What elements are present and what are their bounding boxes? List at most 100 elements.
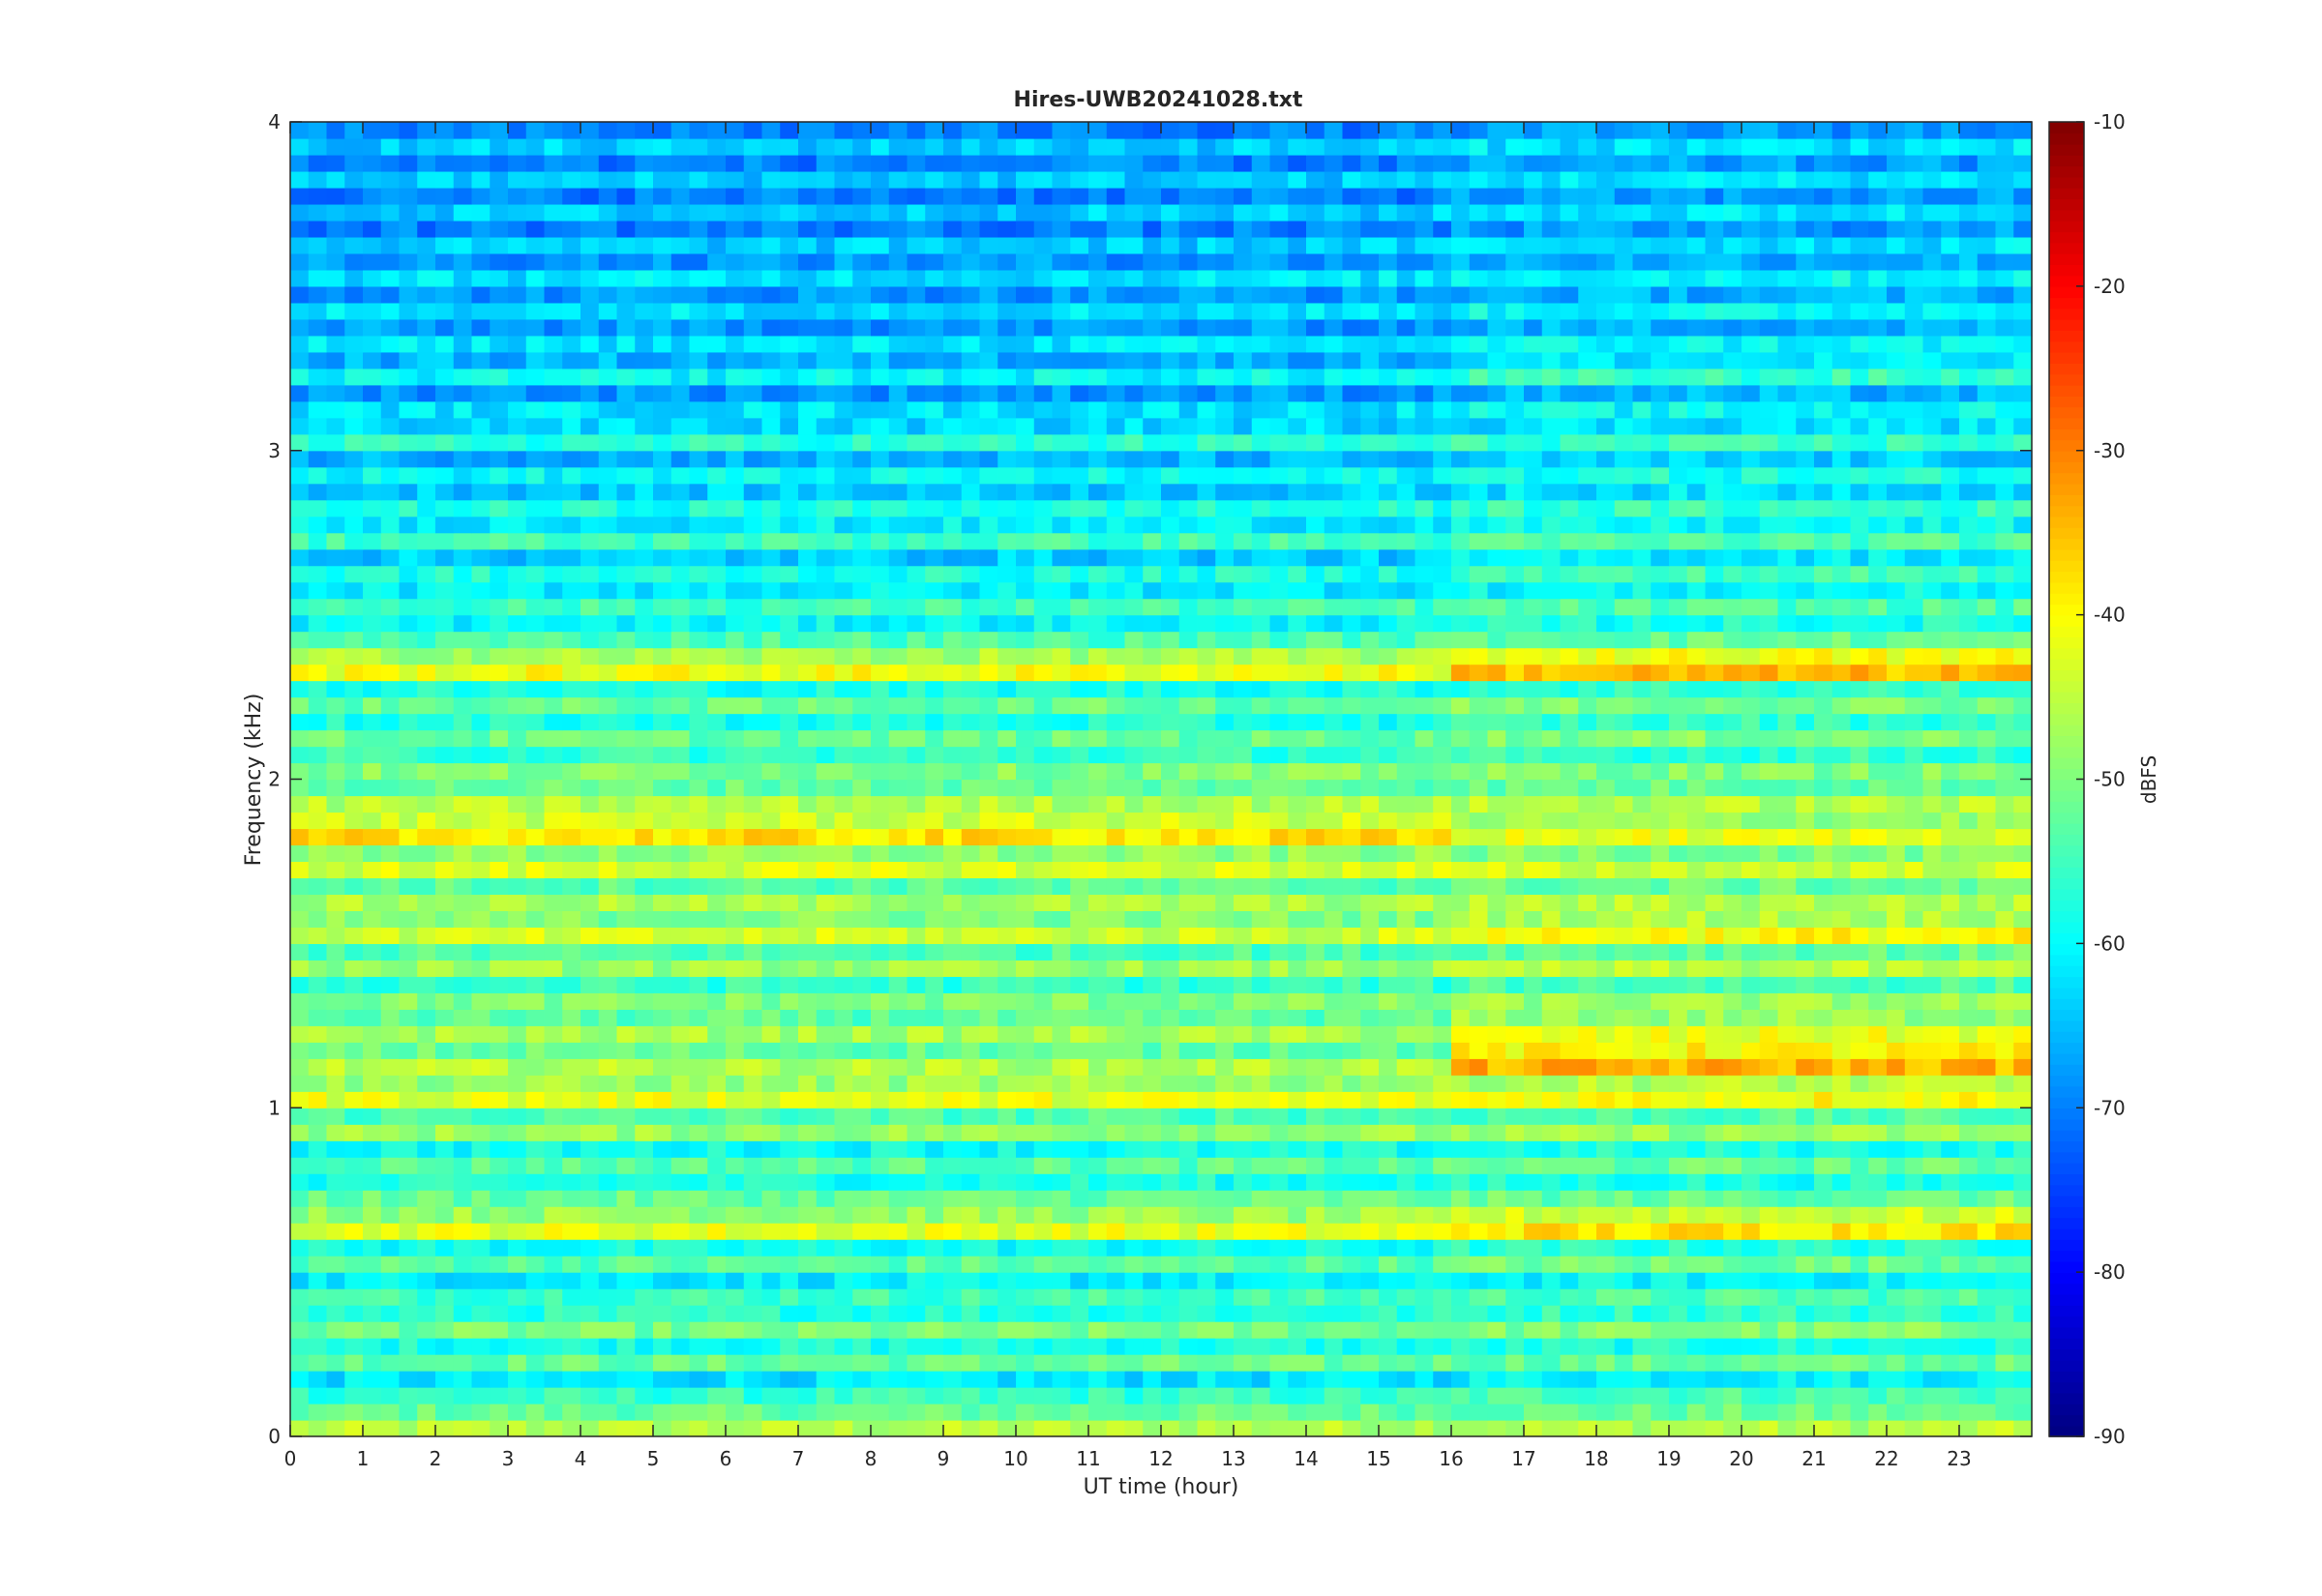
heatmap-cell [580,1371,600,1388]
heatmap-cell [1777,976,1797,993]
heatmap-cell [435,1338,455,1355]
heatmap-cell [326,1338,345,1355]
heatmap-cell [1324,1009,1344,1026]
heatmap-cell [1632,943,1652,961]
heatmap-cell [308,861,328,879]
heatmap-cell [616,631,636,649]
heatmap-cell [1215,696,1235,715]
heatmap-cell [598,1272,618,1289]
heatmap-cell [1887,828,1906,846]
heatmap-cell [1106,992,1126,1010]
heatmap-cell [726,664,745,682]
heatmap-cell [1959,1305,1979,1322]
heatmap-cell [761,1321,781,1339]
heatmap-cell [816,828,836,846]
heatmap-cell [1578,1091,1597,1108]
heatmap-cell [1632,927,1652,944]
heatmap-cell [2013,1239,2033,1256]
heatmap-cell [1234,960,1253,977]
heatmap-cell [1124,1190,1144,1207]
heatmap-cell [1269,861,1289,879]
heatmap-cell [1269,614,1289,633]
heatmap-cell [1197,943,1216,961]
heatmap-cell [1324,1190,1344,1207]
heatmap-cell [925,861,944,879]
heatmap-cell [1868,1190,1888,1207]
heatmap-cell [1143,910,1162,928]
heatmap-cell [961,844,981,863]
heatmap-cell [525,795,546,813]
heatmap-cell [1052,1272,1071,1289]
heatmap-cell [471,680,491,698]
heatmap-cell [1777,696,1797,715]
heatmap-cell [417,1206,436,1224]
heatmap-cell [1614,1091,1634,1108]
heatmap-cell [726,631,745,649]
heatmap-cell [1796,1042,1815,1059]
heatmap-cell [344,1272,364,1289]
heatmap-cell [1379,992,1398,1010]
heatmap-cell [363,631,382,649]
heatmap-cell [2013,614,2033,633]
heatmap-cell [1052,992,1071,1010]
heatmap-cell [399,581,418,600]
heatmap-cell [1161,1420,1180,1437]
heatmap-cell [380,614,401,633]
heatmap-cell [1070,598,1089,616]
heatmap-cell [635,581,654,600]
heatmap-cell [435,1420,455,1437]
heatmap-cell [1742,927,1761,944]
heatmap-cell [344,598,364,616]
heatmap-cell [1669,910,1688,928]
heatmap-cell [1106,1190,1126,1207]
heatmap-cell [344,1371,364,1388]
heatmap-cell [670,1321,691,1339]
heatmap-cell [1469,696,1489,715]
heatmap-cell [1686,828,1707,846]
heatmap-cell [670,1223,691,1240]
heatmap-cell [761,1058,781,1076]
heatmap-cell [525,1058,546,1076]
heatmap-cell [1632,696,1652,715]
heatmap-cell [1070,1371,1089,1388]
heatmap-cell [1433,992,1452,1010]
heatmap-cell [1178,1075,1199,1092]
heatmap-cell [670,927,691,944]
heatmap-cell [1451,614,1471,633]
heatmap-cell [1124,844,1144,863]
heatmap-cell [653,828,672,846]
heatmap-cell [326,1190,345,1207]
heatmap-cell [1868,779,1888,797]
heatmap-cell [780,1371,799,1388]
heatmap-cell [1705,976,1724,993]
heatmap-cell [490,828,509,846]
heatmap-cell [1251,1239,1271,1256]
heatmap-cell [490,1025,509,1043]
heatmap-cell [399,1042,418,1059]
heatmap-cell [1941,1124,1960,1141]
heatmap-cell [1777,1404,1797,1421]
heatmap-cell [580,680,600,698]
heatmap-cell [1614,746,1634,764]
heatmap-cell [508,1387,527,1404]
heatmap-cell [816,1025,836,1043]
heatmap-cell [1596,1173,1616,1191]
heatmap-cell [1234,1140,1253,1158]
heatmap-cell [490,1108,509,1125]
heatmap-cell [1959,844,1979,863]
heatmap-cell [635,943,654,961]
heatmap-cell [761,631,781,649]
heatmap-cell [308,565,328,583]
heatmap-cell [471,1256,491,1273]
heatmap-cell [1451,1256,1471,1273]
heatmap-cell [544,696,563,715]
heatmap-cell [290,647,310,665]
heatmap-cell [780,1305,799,1322]
heatmap-cell [997,1305,1017,1322]
heatmap-cell [1234,581,1253,600]
heatmap-cell [580,861,600,879]
heatmap-cell [1814,1321,1833,1339]
heatmap-cell [435,1404,455,1421]
heatmap-cell [1922,1025,1942,1043]
heatmap-cell [726,1239,745,1256]
